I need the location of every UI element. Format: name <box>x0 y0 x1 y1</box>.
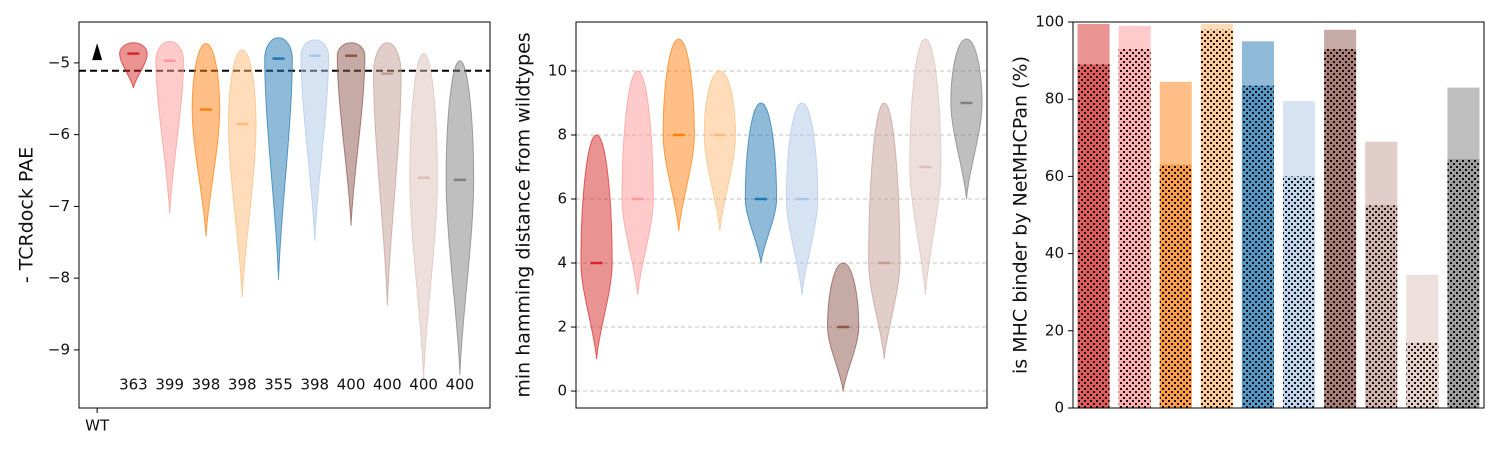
violin <box>264 37 293 280</box>
y-tick-label: −5 <box>48 53 70 71</box>
axes-frame <box>1072 21 1485 409</box>
y-tick-label: 80 <box>1045 90 1064 108</box>
y-tick-label: 0 <box>557 382 567 400</box>
bar-hatch <box>1241 85 1274 408</box>
violin <box>580 134 613 360</box>
bar-hatch <box>1159 164 1192 408</box>
y-axis-label: is MHC binder by NetMHCPan (%) <box>1010 56 1032 374</box>
bar-hatch <box>1077 64 1110 409</box>
count-label: 399 <box>155 376 184 394</box>
y-tick-label: −9 <box>48 340 70 358</box>
violin <box>119 42 148 89</box>
count-label: 398 <box>228 376 257 394</box>
y-tick-label: −7 <box>48 197 70 215</box>
violin <box>445 60 475 376</box>
bar-hatch <box>1118 49 1151 409</box>
count-label: 363 <box>119 376 148 394</box>
y-axis-label: - TCRdock PAE <box>16 147 38 283</box>
y-tick-label: 8 <box>557 125 567 143</box>
count-label: 398 <box>300 376 329 394</box>
y-tick-label: 4 <box>557 254 567 272</box>
violin <box>373 42 402 306</box>
count-label: 355 <box>264 376 293 394</box>
violin <box>744 102 778 264</box>
bar-hatch <box>1365 205 1398 408</box>
violin <box>336 42 366 226</box>
violin <box>409 53 438 379</box>
axes-frame <box>78 21 491 409</box>
bar-hatch <box>1283 176 1316 408</box>
violin <box>191 43 221 237</box>
count-label: 400 <box>373 376 402 394</box>
count-label: 400 <box>337 376 366 394</box>
violin <box>621 70 654 296</box>
violin <box>868 102 901 360</box>
y-tick-label: −6 <box>48 125 70 143</box>
y-tick-label: 6 <box>557 189 567 207</box>
bar-hatch <box>1447 159 1480 408</box>
y-tick-label: 0 <box>1054 399 1064 417</box>
bar-hatch <box>1324 49 1357 409</box>
y-tick-label: 60 <box>1045 167 1064 185</box>
wt-marker <box>92 43 103 61</box>
y-tick-label: −8 <box>48 269 70 287</box>
violin <box>300 39 330 241</box>
violin <box>950 38 983 200</box>
count-label: 398 <box>192 376 221 394</box>
y-tick-label: 40 <box>1045 244 1064 262</box>
y-tick-label: 20 <box>1045 321 1064 339</box>
violin <box>227 49 257 298</box>
axes-frame <box>575 21 988 409</box>
y-tick-label: 2 <box>557 318 567 336</box>
y-axis-label: min hamming distance from wildtypes <box>513 32 535 397</box>
x-tick-label: WT <box>85 417 110 435</box>
bar-hatch <box>1406 342 1439 408</box>
y-tick-label: 100 <box>1035 13 1064 31</box>
violin <box>703 70 736 232</box>
count-label: 400 <box>446 376 475 394</box>
violin <box>155 40 184 214</box>
bar-hatch <box>1200 29 1233 408</box>
count-label: 400 <box>409 376 438 394</box>
y-tick-label: 10 <box>548 61 567 79</box>
